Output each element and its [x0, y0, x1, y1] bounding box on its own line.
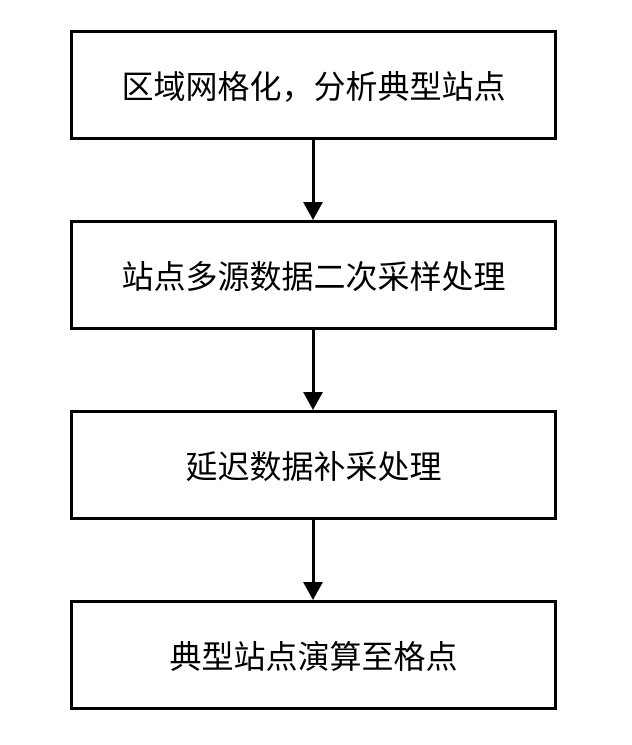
node-label: 区域网格化，分析典型站点: [121, 62, 505, 108]
node-label: 典型站点演算至格点: [169, 632, 457, 678]
node-label: 延迟数据补采处理: [185, 442, 441, 488]
flowchart-node: 典型站点演算至格点: [70, 600, 557, 710]
flowchart-canvas: 区域网格化，分析典型站点 站点多源数据二次采样处理 延迟数据补采处理 典型站点演…: [0, 0, 632, 745]
flowchart-arrow-line: [312, 330, 315, 392]
flowchart-node: 区域网格化，分析典型站点: [70, 30, 557, 140]
flowchart-node: 延迟数据补采处理: [70, 410, 557, 520]
flowchart-arrow-head-icon: [303, 392, 323, 410]
flowchart-arrow-head-icon: [303, 582, 323, 600]
flowchart-arrow-head-icon: [303, 202, 323, 220]
flowchart-arrow-line: [312, 520, 315, 582]
node-label: 站点多源数据二次采样处理: [121, 252, 505, 298]
flowchart-node: 站点多源数据二次采样处理: [70, 220, 557, 330]
flowchart-arrow-line: [312, 140, 315, 202]
